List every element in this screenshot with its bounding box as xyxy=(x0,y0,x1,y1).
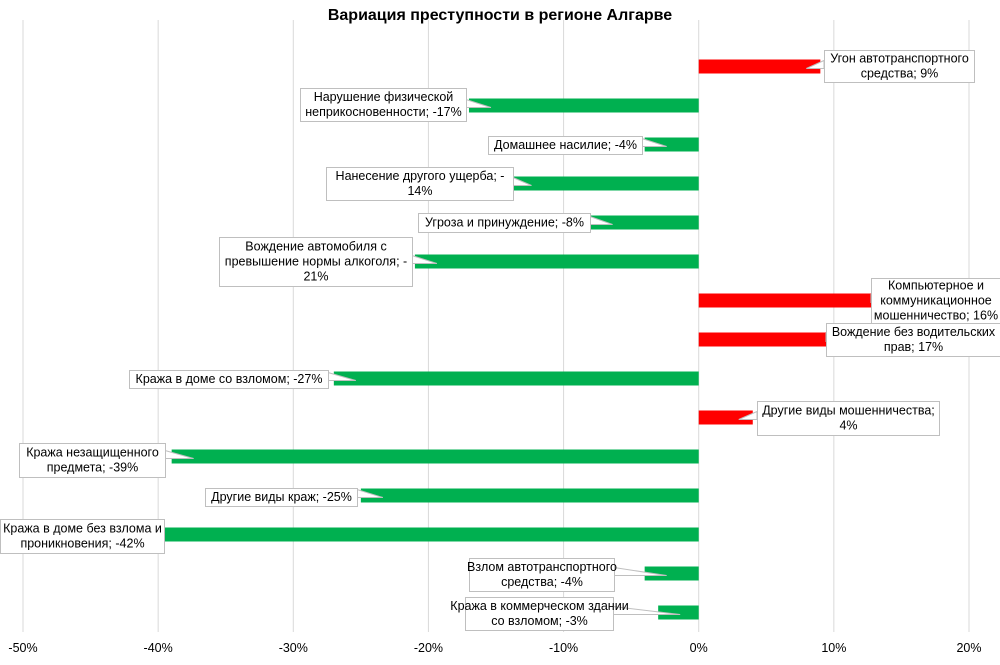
data-label-box xyxy=(824,50,975,83)
data-label: Кража в доме со взломом; -27% xyxy=(136,372,323,386)
data-label: превышение нормы алкоголя; - xyxy=(225,255,407,269)
bar xyxy=(698,293,915,308)
data-label: Другие виды краж; -25% xyxy=(211,490,352,504)
bar xyxy=(468,98,699,113)
x-tick-label: -50% xyxy=(8,641,37,655)
bar xyxy=(131,527,699,542)
bar xyxy=(509,176,699,191)
data-label: средства; 9% xyxy=(861,67,939,81)
x-tick-label: -10% xyxy=(549,641,578,655)
data-label: Компьютерное и xyxy=(888,279,984,293)
x-tick-label: -40% xyxy=(144,641,173,655)
data-label: Угон автотранспортного xyxy=(830,52,969,66)
data-label: 4% xyxy=(839,419,857,433)
data-label: со взломом; -3% xyxy=(491,614,588,628)
bar xyxy=(658,605,699,620)
data-label-box xyxy=(465,597,614,631)
x-tick-label: 0% xyxy=(690,641,708,655)
data-label-box xyxy=(219,237,413,287)
x-tick-label: -20% xyxy=(414,641,443,655)
data-label-box xyxy=(871,278,1000,324)
data-label: проникновения; -42% xyxy=(20,537,144,551)
bar xyxy=(171,449,699,464)
bar xyxy=(360,488,699,503)
bar xyxy=(698,59,821,74)
data-label-box xyxy=(469,558,615,592)
data-label: средства; -4% xyxy=(501,575,583,589)
x-tick-label: 20% xyxy=(956,641,981,655)
data-label-box xyxy=(205,488,358,507)
data-label-box xyxy=(488,136,643,155)
data-label-box xyxy=(129,370,329,389)
data-label-box xyxy=(326,167,514,201)
data-label: Взлом автотранспортного xyxy=(467,560,617,574)
data-label-box xyxy=(0,519,165,554)
data-label-box xyxy=(300,88,467,122)
data-label: Домашнее насилие; -4% xyxy=(494,138,637,152)
data-label-box xyxy=(19,443,166,478)
bar xyxy=(644,137,699,152)
data-label: Кража незащищенного xyxy=(26,446,159,460)
data-label-box xyxy=(826,323,1000,357)
data-label-box xyxy=(418,213,591,233)
bar xyxy=(644,566,699,581)
data-label: Кража в доме без взлома и xyxy=(3,522,162,536)
data-label: Нанесение другого ущерба; - xyxy=(336,169,505,183)
data-label: прав; 17% xyxy=(884,340,943,354)
x-tick-label: 10% xyxy=(821,641,846,655)
bar xyxy=(590,215,699,230)
data-label-box xyxy=(757,401,940,436)
data-label: Угроза и принуждение; -8% xyxy=(425,216,584,230)
data-label: коммуникационное xyxy=(880,294,992,308)
chart-title: Вариация преступности в регионе Алгарве xyxy=(327,7,673,24)
data-label: 21% xyxy=(303,270,328,284)
bar xyxy=(414,254,699,269)
data-label: Вождение без водительских xyxy=(832,325,996,339)
data-label: Кража в коммерческом здании xyxy=(450,599,628,613)
data-label: Другие виды мошенничества; xyxy=(762,404,935,418)
data-label: предмета; -39% xyxy=(47,461,139,475)
data-label: неприкосновенности; -17% xyxy=(305,105,462,119)
x-tick-label: -30% xyxy=(279,641,308,655)
bar xyxy=(698,410,753,425)
bar xyxy=(333,371,699,386)
data-label: Нарушение физической xyxy=(314,90,454,104)
data-label: Вождение автомобиля с xyxy=(245,240,386,254)
data-label: 14% xyxy=(407,184,432,198)
data-label: мошенничество; 16% xyxy=(874,309,998,323)
